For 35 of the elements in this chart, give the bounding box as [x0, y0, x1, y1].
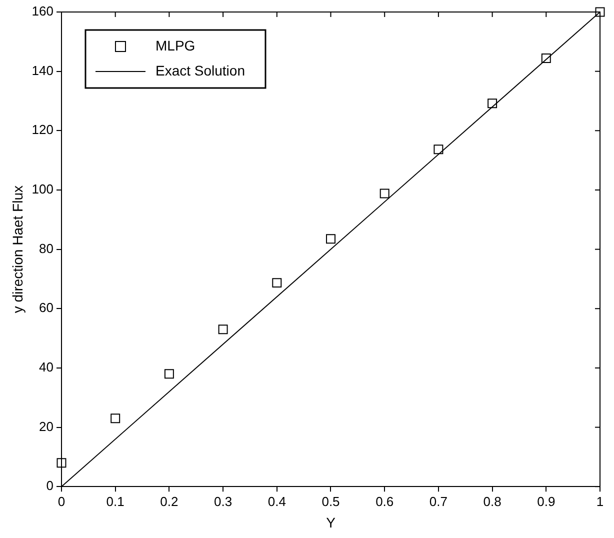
point: [56, 458, 66, 468]
legend-label: MLPG: [155, 37, 196, 54]
point: [272, 278, 282, 288]
x-tick-label: 0.1: [106, 494, 124, 509]
y-tick-label: 100: [32, 182, 54, 197]
y-tick-label: 60: [39, 300, 54, 316]
y-axis-title: y direction Haet Flux: [9, 185, 26, 314]
y-tick-label: 120: [32, 122, 54, 138]
y-tick-label: 40: [39, 360, 54, 375]
y-tick-label: 80: [39, 240, 54, 256]
point: [164, 369, 174, 379]
point: [218, 324, 228, 334]
x-tick-label: 1: [596, 494, 604, 509]
x-tick-label: 0.8: [483, 494, 502, 509]
x-tick-label: 0.6: [376, 494, 394, 509]
point: [541, 54, 551, 64]
y-tick-label: 0: [46, 478, 54, 494]
y-tick-label: 140: [32, 62, 54, 78]
x-tick-label: 0.2: [160, 494, 178, 509]
x-tick-label: 0.4: [268, 494, 286, 509]
point: [488, 98, 498, 108]
point: [110, 414, 120, 424]
x-tick-label: 0.3: [214, 494, 232, 509]
x-tick-label: 0: [58, 494, 66, 509]
point: [434, 144, 444, 154]
x-tick-label: 0.9: [537, 494, 556, 509]
point: [326, 234, 336, 244]
x-tick-label: 0.7: [429, 494, 448, 509]
point: [380, 188, 390, 198]
y-tick-label: 20: [39, 418, 54, 434]
x-tick-label: 0.5: [322, 494, 340, 509]
x-axis-title: Y: [326, 514, 336, 530]
legend-label: Exact Solution: [155, 62, 245, 78]
y-tick-label: 160: [32, 4, 54, 19]
point: [595, 7, 605, 17]
